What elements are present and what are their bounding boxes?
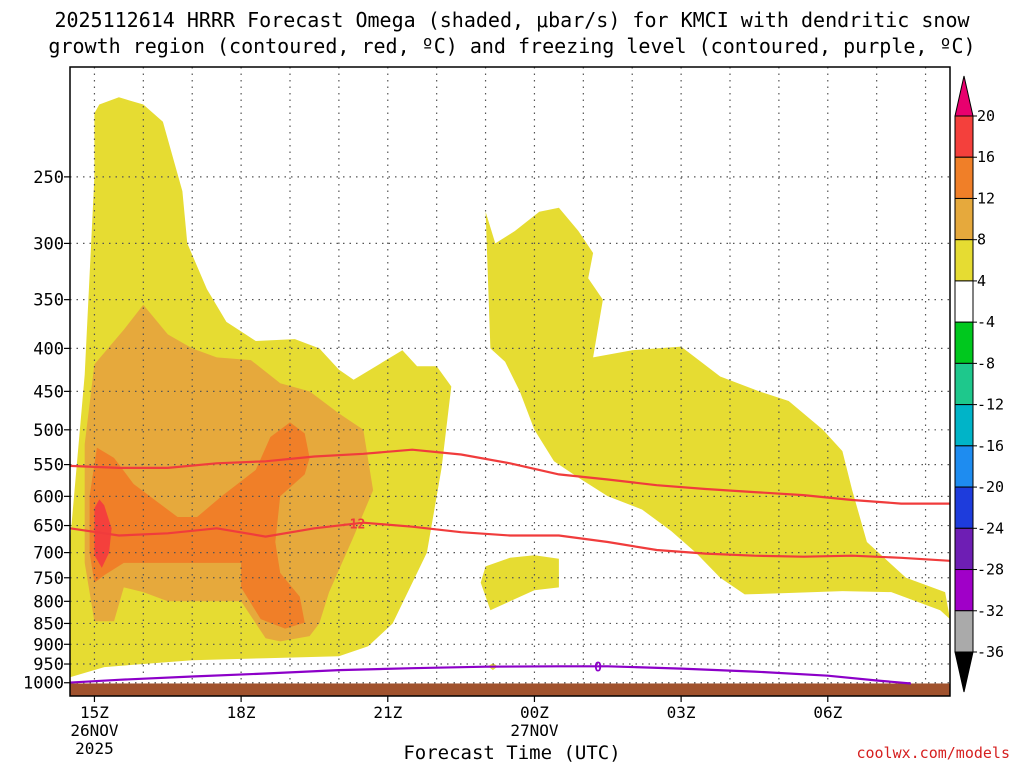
- omega-region-4-1: [485, 207, 950, 620]
- pressure-tick-label-350: 350: [33, 291, 64, 311]
- time-tick-label-03Z-0: 03Z: [667, 703, 696, 722]
- colorbar-box-4: [954, 280, 974, 323]
- colorbar-label--28: -28: [977, 561, 1004, 579]
- pressure-tick-label-1000: 1000: [23, 674, 64, 694]
- colorbar-label-8: 8: [977, 231, 986, 249]
- omega-region-12-5: [89, 422, 310, 629]
- colorbar-box-10: [954, 527, 974, 571]
- colorbar-box-3: [954, 239, 974, 282]
- colorbar-label--8: -8: [977, 354, 995, 372]
- pressure-tick-label-250: 250: [33, 168, 64, 188]
- pressure-axis: 2503003504004505005506006507007508008509…: [23, 168, 70, 694]
- colorbar-label-20: 20: [977, 107, 995, 125]
- colorbar-box-9: [954, 486, 974, 529]
- pressure-tick-label-700: 700: [33, 544, 64, 564]
- pressure-tick-label-950: 950: [33, 655, 64, 675]
- colorbar-label--16: -16: [977, 437, 1004, 455]
- pressure-tick-label-500: 500: [33, 421, 64, 441]
- colorbar-label--36: -36: [977, 643, 1004, 661]
- omega-shading-layer: [70, 97, 950, 678]
- time-tick-label-06Z-0: 06Z: [813, 703, 842, 722]
- colorbar-label--20: -20: [977, 478, 1004, 496]
- chart-title-line-2: growth region (contoured, red, ºC) and f…: [48, 34, 976, 58]
- gridlines: [70, 67, 950, 696]
- contour-line-2: [70, 665, 911, 685]
- terrain-layer: [70, 683, 950, 696]
- time-tick-label-15Z-1: 26NOV: [70, 721, 119, 740]
- pressure-tick-label-300: 300: [33, 234, 64, 254]
- pressure-tick-label-600: 600: [33, 487, 64, 507]
- pressure-tick-label-750: 750: [33, 569, 64, 589]
- contour-label-2: 0: [594, 660, 602, 675]
- contour-line-0: [70, 521, 950, 562]
- time-tick-label-00Z-0: 00Z: [520, 703, 549, 722]
- colorbar-label--24: -24: [977, 519, 1004, 537]
- x-axis-label: Forecast Time (UTC): [403, 742, 621, 764]
- colorbar-box-2: [954, 197, 974, 241]
- pressure-tick-label-900: 900: [33, 635, 64, 655]
- plot-frame: [69, 66, 951, 697]
- time-tick-label-18Z-0: 18Z: [227, 703, 256, 722]
- colorbar-bottom-arrow: [954, 651, 974, 693]
- contour-line-1: [70, 448, 950, 505]
- time-tick-label-21Z-0: 21Z: [373, 703, 402, 722]
- pressure-tick-label-550: 550: [33, 456, 64, 476]
- contour-label-0: -12: [342, 517, 365, 532]
- pressure-tick-label-450: 450: [33, 382, 64, 402]
- pressure-tick-label-800: 800: [33, 592, 64, 612]
- colorbar-box-0: [954, 115, 974, 158]
- pressure-tick-label-850: 850: [33, 614, 64, 634]
- colorbar-box-12: [954, 610, 974, 653]
- site-credit: coolwx.com/models: [856, 744, 1010, 762]
- time-tick-label-00Z-1: 27NOV: [510, 721, 559, 740]
- colorbar-label-4: 4: [977, 272, 986, 290]
- colorbar-box-6: [954, 362, 974, 406]
- colorbar-box-1: [954, 156, 974, 199]
- time-tick-label-15Z-0: 15Z: [80, 703, 109, 722]
- colorbar-legend: 20 16 12 8 4 -4 -8 -12 -16 -20 -24 -28 -32 -36: [954, 75, 1004, 693]
- colorbar-box-7: [954, 404, 974, 447]
- terrain-band: [70, 683, 950, 696]
- colorbar-box-11: [954, 569, 974, 612]
- colorbar-box-8: [954, 445, 974, 488]
- time-tick-label-15Z-2: 2025: [75, 739, 114, 758]
- colorbar-label--4: -4: [977, 313, 995, 331]
- omega-region-4-2: [480, 555, 559, 611]
- contour-lines-layer: -12 0: [70, 448, 950, 685]
- pressure-tick-label-650: 650: [33, 517, 64, 537]
- colorbar-label-12: 12: [977, 189, 995, 207]
- colorbar-label--32: -32: [977, 602, 1004, 620]
- chart-title-line-1: 2025112614 HRRR Forecast Omega (shaded, …: [54, 8, 970, 32]
- colorbar-label-16: 16: [977, 148, 995, 166]
- colorbar-box-5: [954, 321, 974, 364]
- colorbar-top-arrow: [954, 75, 974, 117]
- colorbar-label--12: -12: [977, 396, 1004, 414]
- pressure-tick-label-400: 400: [33, 339, 64, 359]
